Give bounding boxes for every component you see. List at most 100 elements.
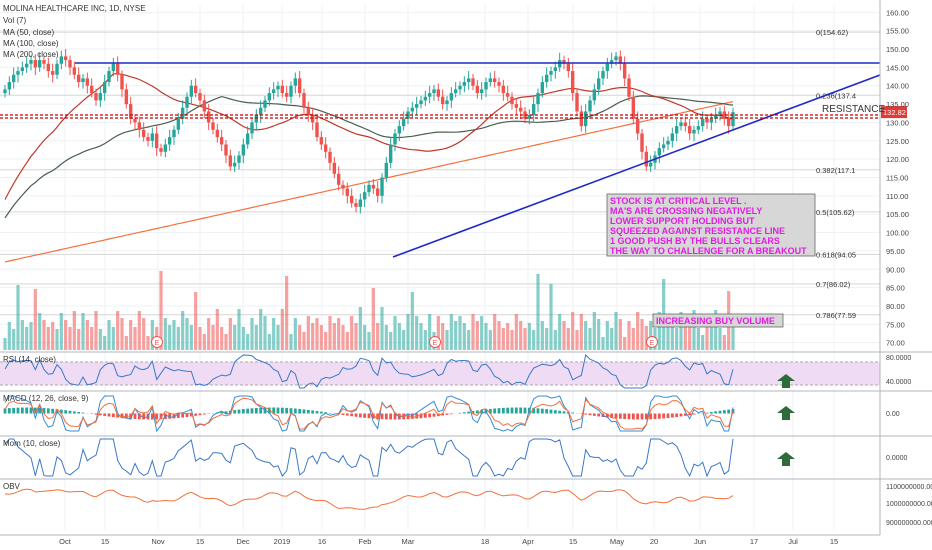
- volume-bar: [610, 328, 614, 350]
- macd-histogram-bar: [181, 413, 185, 418]
- volume-bar: [553, 330, 557, 350]
- ma50-line: [4, 73, 734, 200]
- volume-bar: [103, 336, 107, 350]
- volume-bar: [341, 325, 345, 350]
- drawn-trendlines: 132.82: [0, 62, 907, 258]
- volume-bar: [545, 328, 549, 350]
- volume-bar: [168, 325, 172, 350]
- candle-body: [497, 82, 501, 86]
- volume-bar: [397, 323, 401, 350]
- x-tick-label: Dec: [236, 537, 250, 546]
- volume-bar: [237, 309, 241, 350]
- candle-body: [709, 118, 714, 123]
- volume-bar: [419, 323, 423, 350]
- price-tick-label: 70.00: [886, 339, 905, 348]
- candle-body: [16, 71, 20, 75]
- volume-bar: [42, 320, 46, 350]
- candle-body: [432, 89, 436, 94]
- macd-histogram-bar: [449, 413, 453, 415]
- macd-histogram-bar: [506, 407, 510, 414]
- candle-body: [462, 82, 467, 86]
- volume-bar: [562, 321, 566, 350]
- candle-body: [726, 118, 731, 127]
- candle-body: [696, 126, 701, 130]
- volume-bar: [709, 326, 713, 350]
- volume-bar: [254, 325, 258, 350]
- macd-histogram-bar: [137, 413, 141, 420]
- volume-bar: [224, 334, 228, 350]
- volume-bar: [116, 311, 120, 350]
- candle-body: [33, 60, 38, 68]
- macd-histogram-bar: [51, 408, 55, 414]
- candle-body: [475, 85, 480, 94]
- volume-bar: [514, 314, 518, 350]
- volume-bar: [714, 310, 718, 350]
- pane-tick-label: 80.0000: [886, 355, 911, 362]
- candle-body: [150, 133, 155, 141]
- macd-histogram-bar: [657, 413, 661, 419]
- candle-body: [575, 93, 579, 112]
- annotations: STOCK IS AT CRITICAL LEVEL .MA'S ARE CRO…: [606, 193, 816, 328]
- candle-body: [384, 162, 389, 178]
- macd-histogram-bar: [410, 413, 414, 419]
- macd-histogram-bar: [341, 413, 345, 415]
- macd-histogram-bar: [380, 413, 384, 420]
- candle-body: [241, 144, 246, 156]
- candle-body: [349, 195, 354, 204]
- volume-bar: [683, 319, 687, 350]
- candles: [3, 49, 735, 214]
- volume-bar: [298, 325, 302, 350]
- volume-bar: [77, 329, 81, 350]
- pane-title: MACD (12, 26, close, 9): [3, 394, 89, 403]
- candle-body: [202, 100, 207, 112]
- volume-bar: [211, 325, 215, 350]
- labels: MOLINA HEALTHCARE INC, 1D, NYSE Vol (7) …: [3, 4, 885, 115]
- volume-bar: [601, 337, 605, 350]
- volume-bar: [644, 326, 648, 350]
- macd-histogram-bar: [38, 407, 42, 414]
- candle-body: [492, 78, 497, 83]
- obv-line: [4, 488, 734, 510]
- macd-histogram-bar: [636, 413, 640, 420]
- candle-body: [419, 100, 423, 105]
- macd-histogram-bar: [155, 413, 159, 420]
- candle-body: [3, 89, 7, 94]
- volume-note-box: [652, 313, 784, 328]
- candle-body: [722, 111, 727, 119]
- volume-bar: [33, 289, 37, 350]
- candle-body: [141, 129, 146, 138]
- candle-body: [102, 82, 107, 94]
- volume-bar: [302, 332, 306, 350]
- volume-bar: [129, 320, 133, 350]
- candle-body: [72, 67, 77, 75]
- candle-body: [618, 56, 623, 64]
- volume-bar: [259, 309, 263, 350]
- macd-histogram-bar: [241, 409, 245, 414]
- x-tick-label: Jul: [788, 537, 798, 546]
- macd-line: [4, 395, 734, 433]
- volume-bar: [670, 321, 674, 350]
- fib-label: 0(154.62): [816, 28, 849, 37]
- volume-bar: [605, 321, 609, 350]
- candle-body: [133, 118, 137, 123]
- volume-bar: [29, 322, 33, 350]
- candle-body: [163, 144, 168, 152]
- pane-tick-label: 1100000000.0000: [886, 484, 932, 491]
- macd-histogram-bar: [692, 413, 696, 415]
- macd-histogram-bar: [103, 413, 107, 416]
- macd-histogram-bar: [306, 409, 310, 414]
- candle-body: [85, 78, 90, 86]
- candle-body: [154, 133, 159, 149]
- volume-bar: [228, 318, 232, 350]
- x-tick-label: 15: [101, 537, 109, 546]
- macd-histogram-bar: [220, 411, 224, 414]
- macd-histogram-bar: [376, 413, 380, 419]
- candle-body: [254, 115, 259, 123]
- macd-histogram-bar: [558, 410, 562, 414]
- macd-histogram-bar: [644, 413, 648, 420]
- price-tick-label: 150.00: [886, 45, 909, 54]
- candle-body: [319, 137, 324, 145]
- macd-histogram-bar: [12, 407, 16, 414]
- macd-histogram-bar: [202, 413, 206, 415]
